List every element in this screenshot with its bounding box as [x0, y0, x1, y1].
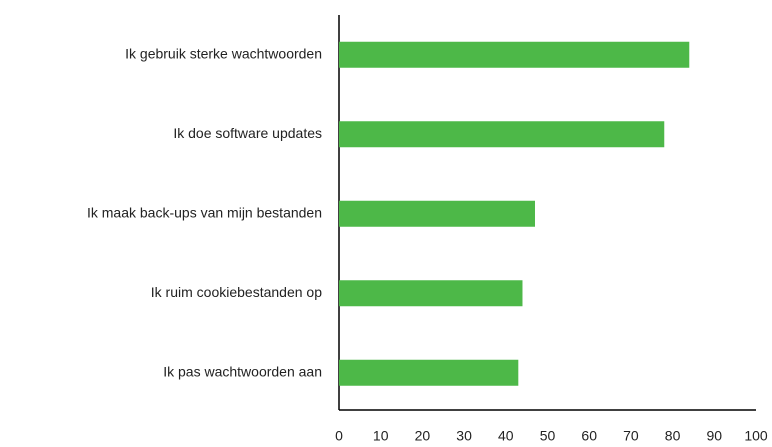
bar — [339, 280, 523, 307]
bar — [339, 41, 690, 68]
x-tick-label: 30 — [456, 428, 472, 444]
y-tick-label: Ik ruim cookiebestanden op — [151, 284, 322, 300]
bar — [339, 121, 665, 148]
x-tick-label: 70 — [623, 428, 639, 444]
x-tick-label: 20 — [415, 428, 431, 444]
x-tick-label: 40 — [498, 428, 514, 444]
y-tick-label: Ik pas wachtwoorden aan — [163, 363, 322, 379]
x-tick-label: 10 — [373, 428, 389, 444]
x-tick-label: 0 — [335, 428, 343, 444]
x-tick-label: 50 — [540, 428, 556, 444]
y-tick-label: Ik gebruik sterke wachtwoorden — [125, 45, 322, 61]
y-tick-label: Ik maak back-ups van mijn bestanden — [87, 204, 322, 220]
bar — [339, 359, 519, 386]
x-tick-label: 100 — [744, 428, 768, 444]
x-tick-label: 90 — [707, 428, 723, 444]
bar — [339, 200, 535, 227]
y-tick-label: Ik doe software updates — [173, 125, 322, 141]
x-tick-label: 60 — [581, 428, 597, 444]
x-tick-label: 80 — [665, 428, 681, 444]
